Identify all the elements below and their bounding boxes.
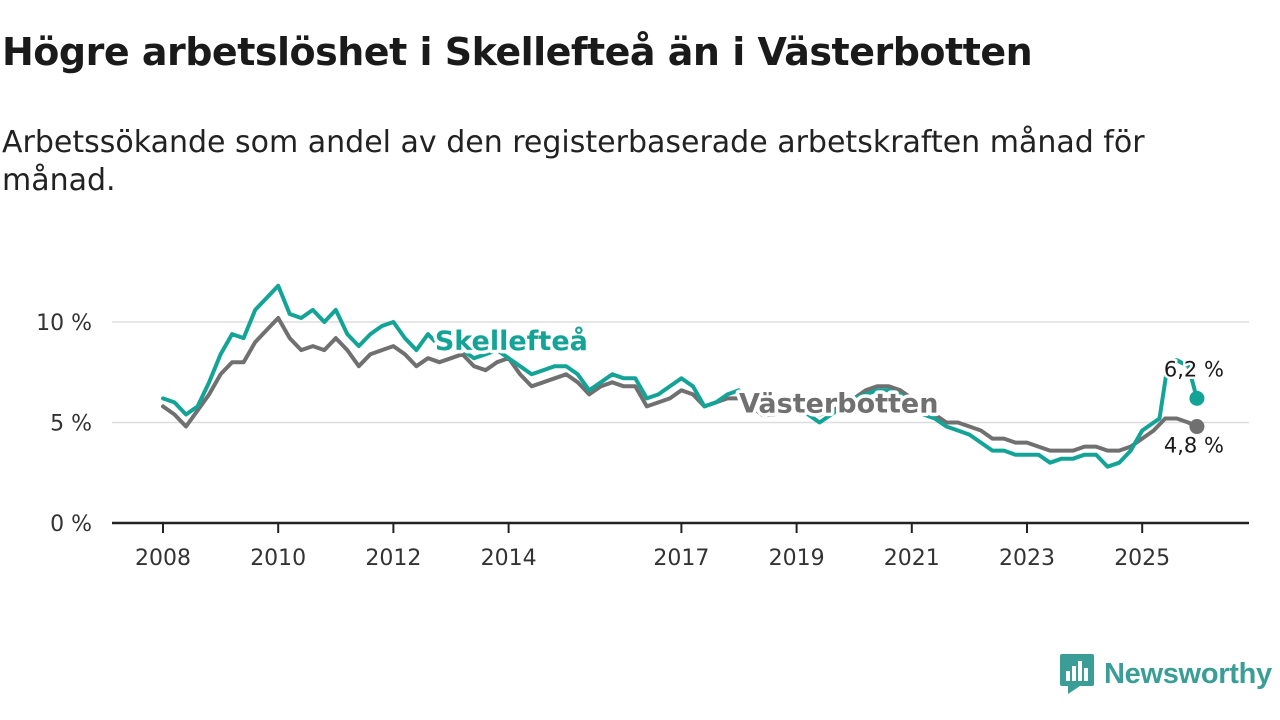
series-name-vasterbotten: Västerbotten xyxy=(739,388,938,419)
end-label-vasterbotten: 4,8 % xyxy=(1164,434,1224,458)
gridlines xyxy=(112,321,1249,424)
x-tick-label: 2019 xyxy=(769,546,825,571)
end-label-skelleftea: 6,2 % xyxy=(1164,357,1224,381)
newsworthy-logo-icon xyxy=(1060,654,1094,694)
x-tick-label: 2012 xyxy=(365,546,421,571)
end-dot-skelleftea xyxy=(1189,390,1205,406)
series-name-skelleftea: Skellefteå xyxy=(435,325,588,357)
chart-title: Högre arbetslöshet i Skellefteå än i Väs… xyxy=(2,30,1033,74)
series-line-skelleftea xyxy=(161,283,1199,469)
x-tick-label: 2021 xyxy=(884,546,940,571)
series-labels: 6,2 % 4,8 % Skellefteå Västerbotten xyxy=(431,322,1226,460)
y-tick-label: 0 % xyxy=(50,512,92,537)
series-lines xyxy=(161,283,1199,469)
x-tick-label: 2008 xyxy=(135,546,191,571)
chart-subtitle: Arbetssökande som andel av den registerb… xyxy=(2,125,1145,198)
x-tick-label: 2023 xyxy=(999,546,1055,571)
y-tick-label: 5 % xyxy=(50,412,92,437)
end-dot-vasterbotten xyxy=(1189,419,1205,435)
x-tick-label: 2025 xyxy=(1114,546,1170,571)
series-line-vasterbotten xyxy=(161,316,1199,453)
x-tick-label: 2017 xyxy=(653,546,709,571)
x-tick-label: 2010 xyxy=(250,546,306,571)
brand-logo[interactable]: Newsworthy xyxy=(1060,654,1272,694)
axes: 0 % 5 % 10 % 2008 2010 2012 2014 2017 2019 2021 20… xyxy=(36,311,1249,571)
brand-name: Newsworthy xyxy=(1104,657,1272,690)
y-tick-label: 10 % xyxy=(36,311,92,336)
x-tick-label: 2014 xyxy=(481,546,537,571)
